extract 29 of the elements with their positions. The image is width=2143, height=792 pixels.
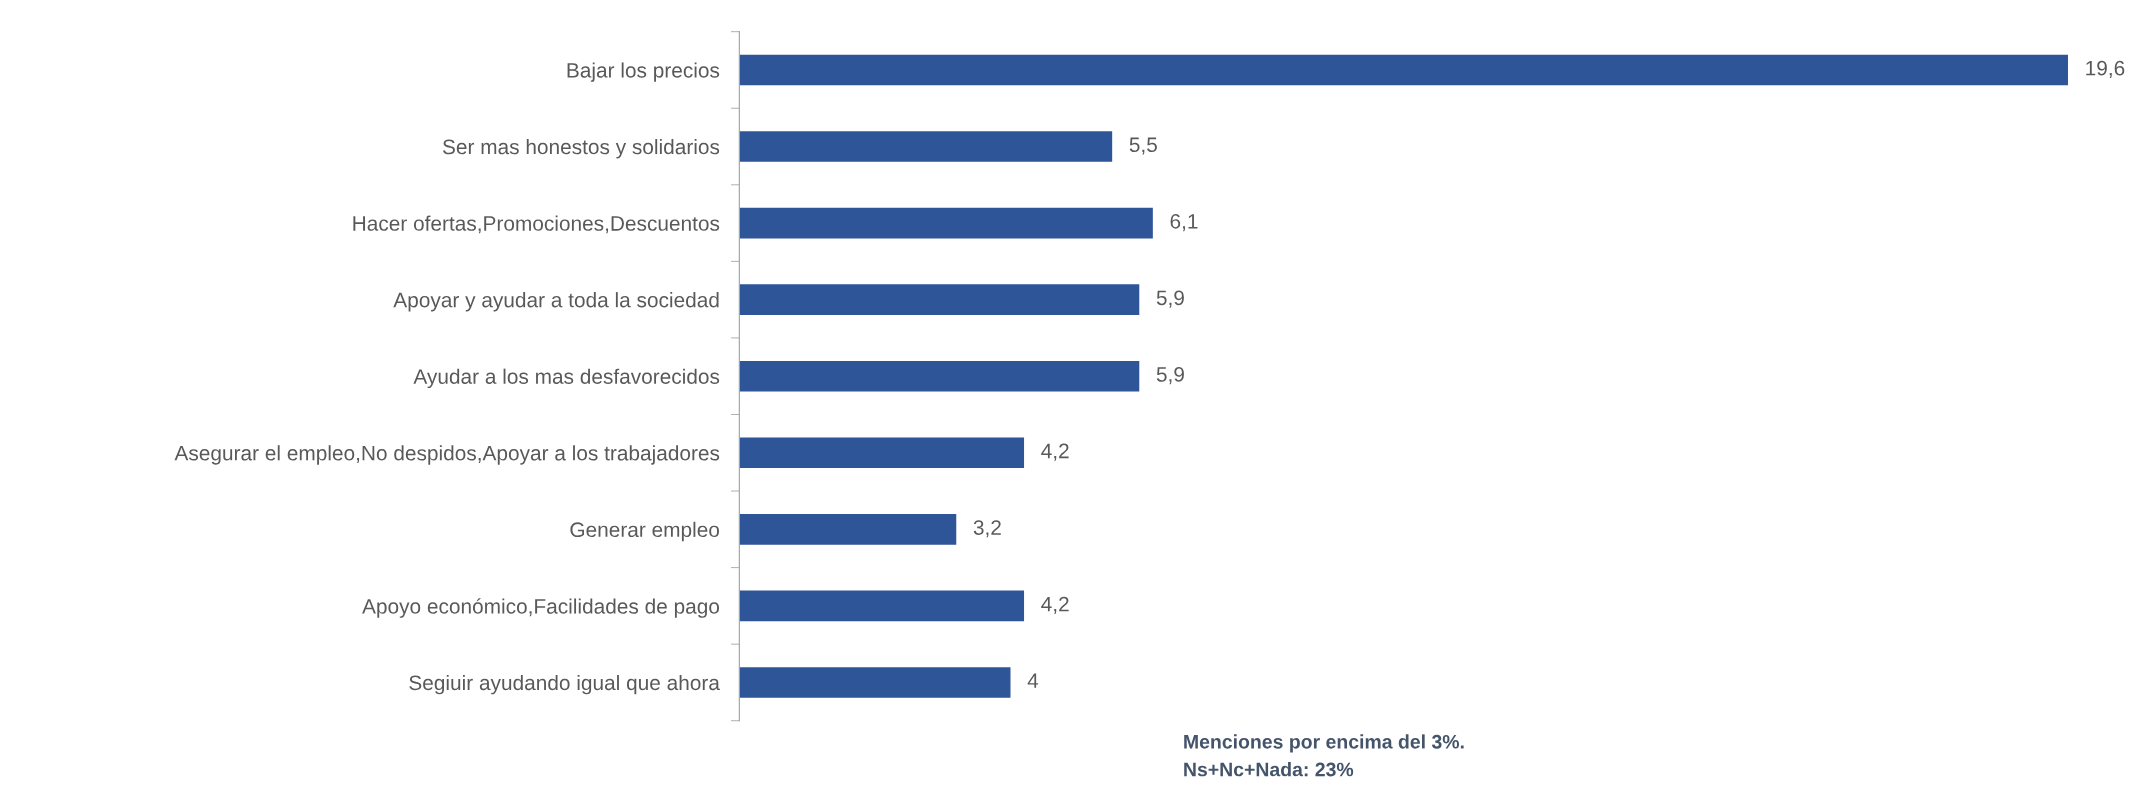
text: Menciones por encima del 3%. xyxy=(1184,734,1464,753)
bar xyxy=(739,514,957,545)
bar xyxy=(739,360,1140,392)
y-tick-label: Asegurar el empleo,No despidos,Apoyar a los trabajadores xyxy=(174,445,720,465)
data-label: 4 xyxy=(1027,673,1039,688)
bar xyxy=(739,54,2068,86)
data-label: 5,5 xyxy=(1129,137,1157,155)
bar xyxy=(739,667,1011,698)
data-label: 5,9 xyxy=(1156,367,1184,385)
bar xyxy=(739,284,1140,315)
data-label: 19,6 xyxy=(2086,60,2125,79)
y-tick-label: Hacer ofertas,Promociones,Descuentos xyxy=(353,215,720,234)
bar xyxy=(739,590,1025,622)
bar xyxy=(739,207,1153,239)
bar xyxy=(739,131,1113,162)
data-label: 6,1 xyxy=(1170,213,1198,232)
data-label: 4,2 xyxy=(1041,443,1069,461)
y-tick-label: Apoyar y ayudar a toda la sociedad xyxy=(393,292,719,312)
y-tick-label: Ser mas honestos y solidarios xyxy=(442,138,720,159)
bar xyxy=(739,437,1025,469)
text: Ns+Nc+Nada: 23% xyxy=(1184,762,1354,777)
y-tick-label: Apoyo económico,Facilidades de pago xyxy=(362,598,720,618)
y-tick-label: Generar empleo xyxy=(570,521,720,542)
data-label: 4,2 xyxy=(1041,596,1069,614)
y-tick-label: Bajar los precios xyxy=(567,62,720,82)
y-tick-label: Segiuir ayudando igual que ahora xyxy=(409,674,720,695)
y-tick-label: Ayudar a los mas desfavorecidos xyxy=(413,368,720,389)
data-label: 5,9 xyxy=(1156,290,1184,308)
data-label: 3,2 xyxy=(973,520,1001,538)
